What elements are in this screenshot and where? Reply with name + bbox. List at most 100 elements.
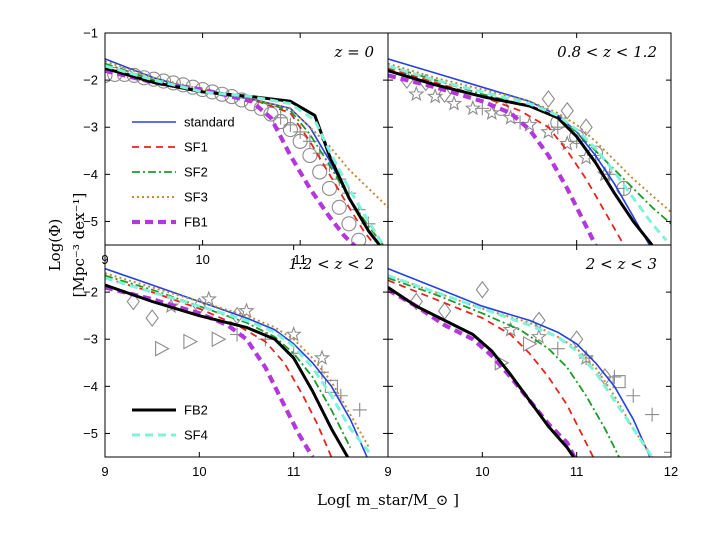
legend-label-fb2: FB2 xyxy=(184,403,208,418)
x-tick-label: 9 xyxy=(101,464,108,479)
panel-plot-area xyxy=(105,267,371,457)
series-line-sf2 xyxy=(388,277,620,457)
obs-point-circle xyxy=(312,164,328,180)
series-line-sf4 xyxy=(388,64,668,242)
series-line-sf3 xyxy=(105,272,370,449)
legend-label-fb1: FB1 xyxy=(184,215,208,230)
series-line-sf2 xyxy=(388,65,671,225)
obs-point-star xyxy=(238,302,255,318)
obs-point-plus xyxy=(352,402,367,417)
obs-point-star xyxy=(559,135,576,151)
series-line-sf2 xyxy=(105,62,384,245)
redshift-label: 1.2 < z < 2 xyxy=(288,255,374,273)
obs-point-star xyxy=(162,297,180,314)
obs-point-circle xyxy=(331,199,347,215)
series-line-sf3 xyxy=(388,274,653,457)
obs-point-star xyxy=(502,321,519,337)
x-tick-label: 11 xyxy=(287,464,301,479)
obs-point-square xyxy=(612,375,626,389)
obs-point-triangle xyxy=(211,331,227,348)
obs-point-circle xyxy=(321,180,337,197)
observations-square xyxy=(612,375,626,389)
series-line-fb1 xyxy=(388,73,598,245)
y-axis-units: [Mpc⁻³ dex⁻¹] xyxy=(70,193,88,298)
obs-point-diamond xyxy=(569,330,584,349)
series-line-sf4 xyxy=(388,274,654,457)
series-line-sf3 xyxy=(388,62,671,213)
y-tick-label: −4 xyxy=(83,379,98,394)
x-tick-label: 12 xyxy=(664,464,678,479)
series-line-fb2 xyxy=(388,286,576,457)
obs-point-star xyxy=(285,325,302,342)
obs-point-star xyxy=(540,123,557,139)
observations-star xyxy=(162,290,331,366)
obs-point-diamond xyxy=(541,90,556,108)
obs-point-triangle xyxy=(155,340,170,357)
obs-point-circle xyxy=(351,232,367,245)
obs-point-plus xyxy=(607,369,622,384)
y-tick-label: −1 xyxy=(83,26,98,41)
panel-1: 0.8 < z < 1.2 xyxy=(387,32,672,246)
legend-top: standard SF1 SF2 SF3 FB1 xyxy=(132,115,235,230)
observations-diamond xyxy=(409,280,612,386)
obs-point-plus xyxy=(550,341,565,356)
panel-frame xyxy=(387,244,672,458)
x-tick-label: 10 xyxy=(475,464,489,479)
series-line-sf1 xyxy=(388,279,595,457)
obs-point-diamond xyxy=(475,280,490,299)
obs-point-star xyxy=(483,104,500,121)
obs-point-plus xyxy=(645,407,660,422)
panel-plot-area xyxy=(388,267,671,457)
obs-point-plus xyxy=(602,167,617,182)
obs-point-plus xyxy=(513,115,528,130)
series-line-sf2 xyxy=(105,274,352,449)
obs-point-diamond xyxy=(560,101,574,120)
y-tick-label: −3 xyxy=(83,120,98,135)
series-line-sf4 xyxy=(105,64,385,245)
panel-plot-area xyxy=(105,58,388,245)
panel-frame xyxy=(104,244,389,458)
series-line-fb2 xyxy=(105,283,350,457)
panels-layer: 9 10 11 −1 −2 −3 −4 −5 z = 0 0.8 < z < 1.2 9 10 11 −2… xyxy=(83,26,678,480)
redshift-label: 2 < z < 3 xyxy=(585,255,657,273)
obs-point-diamond xyxy=(126,292,140,311)
panel-3: 9 10 11 12 2 < z < 3 xyxy=(384,244,678,479)
obs-point-plus xyxy=(283,117,298,132)
x-tick-label: 11 xyxy=(293,252,307,267)
panel-frame xyxy=(104,32,389,246)
obs-point-diamond xyxy=(579,118,593,137)
obs-point-plus xyxy=(616,181,631,196)
obs-point-star xyxy=(200,290,217,307)
series-line-fb1 xyxy=(105,285,315,457)
series-line-fb1 xyxy=(105,68,357,245)
x-tick-label: 10 xyxy=(192,464,206,479)
obs-point-star xyxy=(408,85,425,102)
redshift-label: 0.8 < z < 1.2 xyxy=(557,43,657,61)
legend-bottom: FB2 SF4 xyxy=(132,403,208,443)
observations-triangle xyxy=(155,331,227,357)
obs-point-plus xyxy=(664,445,671,457)
y-tick-label: −2 xyxy=(83,73,98,88)
obs-point-circle xyxy=(302,147,318,164)
series-line-sf3 xyxy=(105,60,388,209)
obs-point-star xyxy=(427,88,444,104)
legend-label-sf2: SF2 xyxy=(184,165,208,180)
series-line-standard xyxy=(388,267,651,457)
obs-point-diamond xyxy=(145,309,159,327)
obs-point-circle xyxy=(263,106,279,122)
obs-point-plus xyxy=(273,110,288,125)
legend-label-sf3: SF3 xyxy=(184,190,208,205)
obs-point-plus xyxy=(550,120,565,135)
x-tick-label: 9 xyxy=(384,464,391,479)
x-tick-label: 11 xyxy=(570,464,584,479)
panel-0: 9 10 11−1−2−3−4−5z = 0 xyxy=(83,26,389,267)
series-line-fb1 xyxy=(388,287,577,457)
obs-point-diamond xyxy=(437,85,452,104)
panel-plot-area xyxy=(388,58,671,245)
x-tick-label: 10 xyxy=(195,252,209,267)
y-tick-label: −5 xyxy=(83,426,98,441)
x-axis-title: Log[ m_star/M_⊙ ] xyxy=(317,491,459,509)
series-line-fb2 xyxy=(388,69,654,245)
obs-point-plus xyxy=(626,388,641,403)
